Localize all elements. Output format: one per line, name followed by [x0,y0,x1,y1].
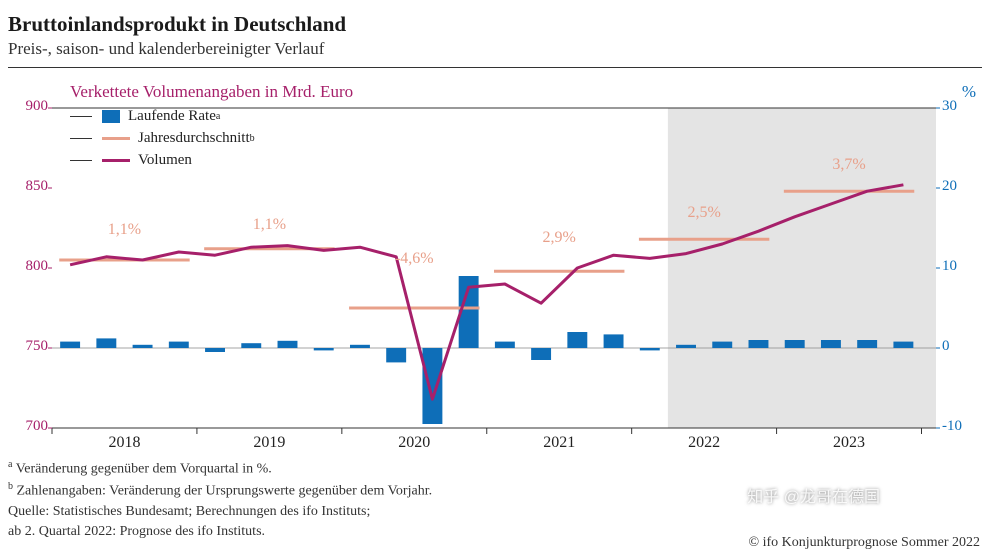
y-left-tick: 850 [8,178,48,195]
annotation: -4,6% [395,250,434,268]
annotation: 1,1% [253,216,286,234]
y-right-tick: 20 [942,178,982,195]
annotation: 2,5% [687,204,720,222]
x-year-label: 2021 [543,434,575,452]
y-left-tick: 800 [8,258,48,275]
annotation: 3,7% [832,156,865,174]
y-left-tick: 750 [8,338,48,355]
x-year-label: 2019 [253,434,285,452]
y-right-tick: 0 [942,338,982,355]
y-left-tick: 700 [8,418,48,435]
annotation: 2,9% [543,229,576,247]
chart-title: Bruttoinlandsprodukt in Deutschland [8,12,982,37]
watermark: 知乎 @龙哥在德国 [747,483,880,507]
x-year-label: 2020 [398,434,430,452]
annotation: 1,1% [108,221,141,239]
y-left-tick: 900 [8,98,48,115]
x-year-label: 2018 [108,434,140,452]
legend-header-left: Verkettete Volumenangaben in Mrd. Euro [70,82,353,102]
y-right-tick: -10 [942,418,982,435]
y-right-tick: 10 [942,258,982,275]
footnote-a: a Veränderung gegenüber dem Vorquartal i… [8,458,982,480]
footer-copyright: © ifo Konjunkturprognose Sommer 2022 [748,535,980,551]
legend-item: Volumen [70,152,192,169]
x-year-label: 2022 [688,434,720,452]
chart-subtitle: Preis-, saison- und kalenderbereinigter … [8,39,982,59]
x-year-label: 2023 [833,434,865,452]
chart-area: 700750800850900-100102030201820192020202… [8,74,982,454]
legend-item: Jahresdurchschnittb [70,130,255,147]
header-rule [8,67,982,68]
legend-header-right: % [962,82,976,102]
legend-item: Laufende Ratea [70,108,220,125]
